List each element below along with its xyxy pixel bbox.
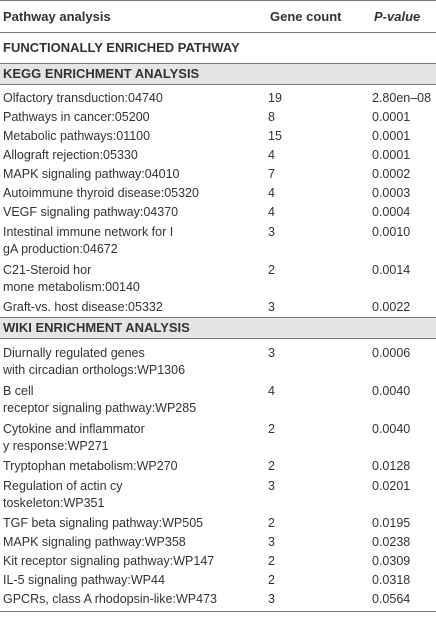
gene-count-cell: 7: [268, 167, 275, 181]
table-row: GPCRs, class A rhodopsin-like:WP473 3 0.05…: [0, 590, 436, 609]
gene-count-cell: 3: [268, 479, 275, 493]
table-row: B cell receptor signaling pathway:WP285 4 0…: [0, 381, 436, 419]
p-value-cell: 0.0201: [372, 479, 411, 493]
p-value-cell: 0.0040: [372, 384, 411, 398]
p-value-cell: 0.0318: [372, 573, 411, 587]
pathway-cell: Pathways in cancer:05200: [3, 110, 150, 124]
gene-count-cell: 2: [268, 422, 275, 436]
table-row: Cytokine and inflammator y response:WP271…: [0, 419, 436, 457]
table-row: Olfactory transduction:04740 19 2.80en–08: [0, 89, 436, 108]
p-value-cell: 0.0195: [372, 516, 411, 530]
pathway-cell: IL-5 signaling pathway:WP44: [3, 573, 165, 587]
pathway-cell: TGF beta signaling pathway:WP505: [3, 516, 204, 530]
p-value-cell: 0.0309: [372, 554, 411, 568]
pathway-cell: Allograft rejection:05330: [3, 148, 138, 162]
p-value-cell: 0.0006: [372, 346, 411, 360]
subheading-text: FUNCTIONALLY ENRICHED PATHWAY: [3, 40, 240, 55]
gene-count-cell: 8: [268, 110, 275, 124]
pathway-cell: MAPK signaling pathway:04010: [3, 167, 180, 181]
p-value-cell: 0.0022: [372, 300, 411, 314]
p-value-cell: 0.0002: [372, 167, 411, 181]
wiki-section-bar: WIKI ENRICHMENT ANALYSIS: [0, 318, 436, 338]
gene-count-cell: 2: [268, 573, 275, 587]
table-row: Pathways in cancer:05200 8 0.0001: [0, 108, 436, 127]
pathway-table: Pathway analysis Gene count P-value FUNC…: [0, 0, 436, 612]
table-row: Metabolic pathways:01100 15 0.0001: [0, 127, 436, 146]
table-row: Allograft rejection:05330 4 0.0001: [0, 146, 436, 165]
p-value-cell: 0.0238: [372, 535, 411, 549]
gene-count-cell: 2: [268, 516, 275, 530]
gene-count-cell: 19: [268, 91, 282, 105]
pathway-cell: Metabolic pathways:01100: [3, 129, 151, 143]
top-rule: [0, 0, 436, 1]
kegg-section-bar: KEGG ENRICHMENT ANALYSIS: [0, 64, 436, 84]
p-value-cell: 0.0040: [372, 422, 411, 436]
header-p-value: P-value: [360, 9, 436, 24]
gene-count-cell: 2: [268, 554, 275, 568]
p-value-cell: 0.0003: [372, 186, 411, 200]
pathway-cell: Cytokine and inflammator y response:WP271: [3, 422, 145, 453]
p-value-cell: 0.0001: [372, 148, 411, 162]
wiki-title: WIKI ENRICHMENT ANALYSIS: [3, 320, 190, 335]
p-value-cell: 0.0001: [372, 129, 411, 143]
header-gene-count: Gene count: [270, 9, 342, 24]
pathway-cell: B cell receptor signaling pathway:WP285: [3, 384, 197, 415]
p-value-cell: 0.0001: [372, 110, 411, 124]
gene-count-cell: 3: [268, 592, 275, 606]
pathway-cell: Kit receptor signaling pathway:WP147: [3, 554, 215, 568]
bottom-rule: [0, 611, 436, 612]
pathway-cell: Diurnally regulated genes with circadian …: [3, 346, 186, 377]
pathway-cell: Graft-vs. host disease:05332: [3, 300, 163, 314]
header-rule: [0, 32, 436, 33]
wiki-rows: Diurnally regulated genes with circadian …: [0, 343, 436, 609]
p-value-cell: 2.80en–08: [372, 91, 432, 105]
table-row: IL-5 signaling pathway:WP44 2 0.0318: [0, 571, 436, 590]
gene-count-cell: 3: [268, 225, 275, 239]
pathway-cell: Olfactory transduction:04740: [3, 91, 163, 105]
p-value-cell: 0.0564: [372, 592, 411, 606]
pathway-cell: MAPK signaling pathway:WP358: [3, 535, 186, 549]
table-row: Regulation of actin cy toskeleton:WP351 3 0…: [0, 476, 436, 514]
gene-count-cell: 3: [268, 535, 275, 549]
header-pathway: Pathway analysis: [3, 9, 111, 24]
table-row: Graft-vs. host disease:05332 3 0.0022: [0, 298, 436, 317]
kegg-rows: Olfactory transduction:04740 19 2.80en–08 P…: [0, 89, 436, 317]
pathway-cell: GPCRs, class A rhodopsin-like:WP473: [3, 592, 217, 606]
gene-count-cell: 4: [268, 205, 275, 219]
gene-count-cell: 3: [268, 300, 275, 314]
table-row: VEGF signaling pathway:04370 4 0.0004: [0, 203, 436, 222]
gene-count-cell: 3: [268, 346, 275, 360]
gene-count-cell: 2: [268, 263, 275, 277]
header-p-value-text: P-value: [374, 9, 421, 24]
table-header: Pathway analysis Gene count P-value: [0, 1, 436, 32]
pathway-cell: VEGF signaling pathway:04370: [3, 205, 179, 219]
kegg-title: KEGG ENRICHMENT ANALYSIS: [3, 66, 200, 81]
table-row: TGF beta signaling pathway:WP505 2 0.0195: [0, 514, 436, 533]
table-row: MAPK signaling pathway:04010 7 0.0002: [0, 165, 436, 184]
kegg-section-header: KEGG ENRICHMENT ANALYSIS: [0, 63, 436, 85]
table-row: C21-Steroid hor mone metabolism:00140 2 0.0…: [0, 260, 436, 298]
pathway-cell: Autoimmune thyroid disease:05320: [3, 186, 199, 200]
gene-count-cell: 15: [268, 129, 282, 143]
table-row: Autoimmune thyroid disease:05320 4 0.0003: [0, 184, 436, 203]
gene-count-cell: 4: [268, 186, 275, 200]
wiki-section-header: WIKI ENRICHMENT ANALYSIS: [0, 317, 436, 339]
gene-count-cell: 4: [268, 148, 275, 162]
table-row: MAPK signaling pathway:WP358 3 0.0238: [0, 533, 436, 552]
pathway-cell: Tryptophan metabolism:WP270: [3, 459, 178, 473]
p-value-cell: 0.0014: [372, 263, 411, 277]
p-value-cell: 0.0128: [372, 459, 411, 473]
table-row: Kit receptor signaling pathway:WP147 2 0.0…: [0, 552, 436, 571]
p-value-cell: 0.0004: [372, 205, 411, 219]
table-row: Diurnally regulated genes with circadian …: [0, 343, 436, 381]
gene-count-cell: 2: [268, 459, 275, 473]
table-row: Tryptophan metabolism:WP270 2 0.0128: [0, 457, 436, 476]
gene-count-cell: 4: [268, 384, 275, 398]
subheading: FUNCTIONALLY ENRICHED PATHWAY: [0, 33, 436, 63]
pathway-cell: Regulation of actin cy toskeleton:WP351: [3, 479, 123, 510]
p-value-cell: 0.0010: [372, 225, 411, 239]
pathway-cell: C21-Steroid hor mone metabolism:00140: [3, 263, 140, 294]
